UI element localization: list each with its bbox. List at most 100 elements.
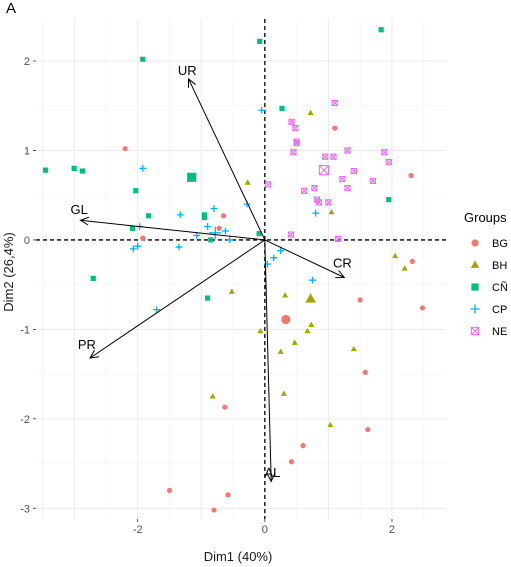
x-tick-label: 2 bbox=[389, 524, 395, 536]
point-cp bbox=[312, 209, 320, 217]
point-bg bbox=[365, 426, 371, 433]
point-bg bbox=[166, 487, 173, 493]
point-bg bbox=[408, 172, 414, 179]
point-bg bbox=[300, 443, 306, 449]
point-bh bbox=[327, 421, 334, 428]
point-bh bbox=[277, 348, 284, 354]
point-cp bbox=[139, 164, 147, 172]
legend-label-ne: NE bbox=[492, 326, 507, 338]
point-cp bbox=[134, 242, 142, 250]
point-ne bbox=[325, 199, 332, 206]
point-cp bbox=[270, 254, 278, 262]
point-cñ bbox=[130, 225, 136, 231]
point-cñ bbox=[386, 197, 392, 203]
vector-arrowhead-cr bbox=[335, 270, 346, 279]
point-bh bbox=[392, 252, 399, 259]
point-ne bbox=[315, 199, 322, 206]
legend-key-bh bbox=[470, 260, 480, 268]
legend-label-cñ: CÑ bbox=[492, 281, 508, 294]
point-ne bbox=[311, 184, 318, 192]
legend-key-ne bbox=[470, 326, 480, 336]
point-bh bbox=[401, 265, 408, 271]
point-ne bbox=[350, 167, 357, 175]
point-cp bbox=[153, 306, 161, 314]
point-bh bbox=[304, 327, 311, 334]
vector-arrowhead-al bbox=[266, 473, 276, 483]
legend-label-bg: BG bbox=[492, 238, 508, 250]
point-cp bbox=[176, 211, 184, 219]
point-ne bbox=[322, 153, 329, 160]
point-ne bbox=[339, 176, 346, 183]
point-bg bbox=[409, 258, 415, 264]
point-bh bbox=[228, 288, 235, 294]
vector-label-cr: CR bbox=[333, 256, 352, 271]
vector-al bbox=[264, 239, 272, 482]
x-tick-label: 0 bbox=[262, 524, 268, 536]
legend-title: Groups bbox=[464, 210, 507, 225]
point-ne bbox=[334, 235, 342, 243]
centroid-ne bbox=[318, 165, 330, 176]
point-ne bbox=[344, 184, 351, 192]
centroid-cñ bbox=[187, 172, 197, 182]
reference-lines bbox=[36, 19, 446, 519]
point-ne bbox=[287, 231, 294, 238]
vector-label-al: AL bbox=[265, 465, 281, 480]
legend-label-bh: BH bbox=[492, 260, 507, 272]
point-cp bbox=[129, 245, 137, 253]
point-cp bbox=[226, 236, 234, 244]
point-ne bbox=[331, 99, 338, 107]
legend-label-cp: CP bbox=[492, 304, 507, 316]
point-bg bbox=[220, 213, 227, 219]
x-axis-title: Dim1 (40%) bbox=[204, 549, 273, 564]
point-cñ bbox=[79, 168, 86, 174]
point-bh bbox=[209, 393, 216, 399]
vector-arrowhead-gl bbox=[79, 216, 90, 226]
vector-label-pr: PR bbox=[78, 337, 96, 352]
axis-ticks: -2 0 2 -3 -2 -1 0 1 2 bbox=[20, 56, 395, 536]
point-bg bbox=[122, 146, 128, 152]
y-tick-label: -3 bbox=[20, 503, 30, 515]
legend-key-cp bbox=[470, 304, 480, 314]
vector-label-gl: GL bbox=[71, 202, 88, 217]
point-ne bbox=[344, 147, 351, 154]
point-cñ bbox=[133, 188, 139, 194]
point-ne bbox=[288, 118, 295, 125]
point-ne bbox=[301, 187, 308, 194]
point-bg bbox=[222, 404, 228, 410]
point-ne bbox=[330, 153, 337, 160]
variable-vectors: UR GL CR PR AL bbox=[71, 63, 352, 483]
point-cñ bbox=[71, 165, 77, 171]
point-cp bbox=[222, 227, 229, 235]
point-cñ bbox=[140, 56, 146, 62]
legend: Groups BG BH CÑ CP NE bbox=[464, 210, 508, 338]
point-ne bbox=[369, 177, 376, 184]
panel-tag: A bbox=[6, 0, 16, 17]
y-tick-label: 0 bbox=[24, 235, 30, 247]
point-cñ bbox=[279, 105, 285, 112]
y-tick-label: 2 bbox=[24, 56, 30, 68]
point-bh bbox=[282, 292, 289, 298]
centroid-bh bbox=[305, 293, 316, 303]
point-bg bbox=[362, 369, 368, 375]
point-cñ bbox=[201, 212, 208, 218]
point-ne bbox=[293, 140, 300, 147]
point-bh bbox=[291, 339, 298, 345]
point-bh bbox=[350, 345, 357, 352]
point-bh bbox=[307, 109, 314, 115]
vector-pr bbox=[89, 239, 266, 359]
y-axis-title: Dim2 (26,4%) bbox=[1, 232, 16, 311]
vector-cr bbox=[264, 239, 345, 278]
point-cp bbox=[175, 243, 183, 251]
plot-panel bbox=[36, 19, 446, 519]
point-bh bbox=[308, 321, 315, 327]
grid bbox=[36, 19, 446, 519]
point-bg bbox=[216, 225, 222, 231]
point-cp bbox=[204, 223, 212, 230]
point-bg bbox=[140, 235, 146, 241]
y-tick-label: -2 bbox=[20, 414, 30, 426]
point-bg bbox=[357, 297, 363, 303]
point-bh bbox=[244, 179, 251, 185]
data-points bbox=[42, 27, 426, 513]
point-cñ bbox=[42, 167, 49, 173]
